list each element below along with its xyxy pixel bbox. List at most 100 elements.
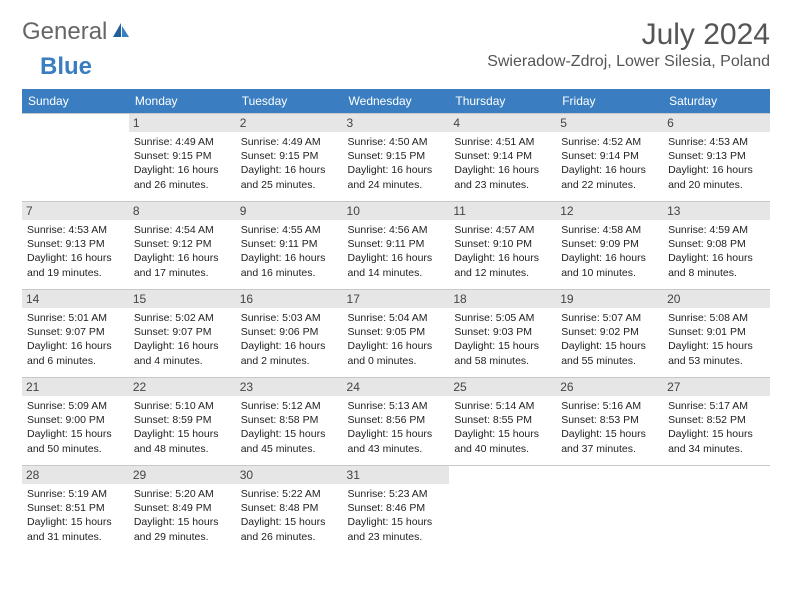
detail-line: and 23 minutes. xyxy=(348,530,445,544)
detail-line: and 16 minutes. xyxy=(241,266,338,280)
calendar-cell: 16Sunrise: 5:03 AMSunset: 9:06 PMDayligh… xyxy=(236,290,343,378)
detail-line: Sunrise: 4:59 AM xyxy=(668,223,765,237)
detail-line: and 37 minutes. xyxy=(561,442,658,456)
day-details: Sunrise: 5:12 AMSunset: 8:58 PMDaylight:… xyxy=(241,399,338,456)
day-number: 5 xyxy=(556,114,663,132)
detail-line: Sunrise: 5:05 AM xyxy=(454,311,551,325)
day-number: 2 xyxy=(236,114,343,132)
calendar-row: 7Sunrise: 4:53 AMSunset: 9:13 PMDaylight… xyxy=(22,202,770,290)
day-details: Sunrise: 4:57 AMSunset: 9:10 PMDaylight:… xyxy=(454,223,551,280)
day-number: 4 xyxy=(449,114,556,132)
day-details: Sunrise: 5:23 AMSunset: 8:46 PMDaylight:… xyxy=(348,487,445,544)
calendar-cell: 22Sunrise: 5:10 AMSunset: 8:59 PMDayligh… xyxy=(129,378,236,466)
calendar-cell: 29Sunrise: 5:20 AMSunset: 8:49 PMDayligh… xyxy=(129,466,236,554)
day-number: 22 xyxy=(129,378,236,396)
calendar-row: 21Sunrise: 5:09 AMSunset: 9:00 PMDayligh… xyxy=(22,378,770,466)
calendar-cell: 6 Sunrise: 4:53 AMSunset: 9:13 PMDaylight… xyxy=(663,114,770,202)
detail-line: Daylight: 16 hours xyxy=(348,163,445,177)
detail-line: Daylight: 15 hours xyxy=(348,515,445,529)
day-details: Sunrise: 5:19 AMSunset: 8:51 PMDaylight:… xyxy=(27,487,124,544)
detail-line: Sunset: 9:08 PM xyxy=(668,237,765,251)
detail-line: Sunrise: 4:56 AM xyxy=(348,223,445,237)
detail-line: and 19 minutes. xyxy=(27,266,124,280)
sail-icon xyxy=(111,21,131,39)
day-details: Sunrise: 4:54 AMSunset: 9:12 PMDaylight:… xyxy=(134,223,231,280)
brand-logo: General xyxy=(22,18,133,46)
detail-line: Daylight: 15 hours xyxy=(454,427,551,441)
calendar-cell: 4Sunrise: 4:51 AMSunset: 9:14 PMDaylight… xyxy=(449,114,556,202)
detail-line: Daylight: 15 hours xyxy=(134,515,231,529)
detail-line: Sunset: 8:52 PM xyxy=(668,413,765,427)
calendar-cell: 1Sunrise: 4:49 AMSunset: 9:15 PMDaylight… xyxy=(129,114,236,202)
location-text: Swieradow-Zdroj, Lower Silesia, Poland xyxy=(487,53,770,71)
detail-line: Sunset: 9:11 PM xyxy=(241,237,338,251)
day-details: Sunrise: 5:08 AMSunset: 9:01 PMDaylight:… xyxy=(668,311,765,368)
calendar-row: 14Sunrise: 5:01 AMSunset: 9:07 PMDayligh… xyxy=(22,290,770,378)
calendar-cell: 7Sunrise: 4:53 AMSunset: 9:13 PMDaylight… xyxy=(22,202,129,290)
detail-line: Sunset: 9:15 PM xyxy=(348,149,445,163)
detail-line: and 48 minutes. xyxy=(134,442,231,456)
calendar-cell xyxy=(556,466,663,554)
detail-line: Sunrise: 5:03 AM xyxy=(241,311,338,325)
detail-line: Sunrise: 5:20 AM xyxy=(134,487,231,501)
detail-line: Sunset: 9:02 PM xyxy=(561,325,658,339)
calendar-cell: 17Sunrise: 5:04 AMSunset: 9:05 PMDayligh… xyxy=(343,290,450,378)
detail-line: Daylight: 15 hours xyxy=(561,339,658,353)
day-header: Thursday xyxy=(449,89,556,114)
day-number: 31 xyxy=(343,466,450,484)
day-details: Sunrise: 4:59 AMSunset: 9:08 PMDaylight:… xyxy=(668,223,765,280)
detail-line: Sunset: 9:06 PM xyxy=(241,325,338,339)
day-number: 27 xyxy=(663,378,770,396)
detail-line: and 23 minutes. xyxy=(454,178,551,192)
day-details: Sunrise: 5:20 AMSunset: 8:49 PMDaylight:… xyxy=(134,487,231,544)
calendar-cell: 24Sunrise: 5:13 AMSunset: 8:56 PMDayligh… xyxy=(343,378,450,466)
day-details: Sunrise: 5:16 AMSunset: 8:53 PMDaylight:… xyxy=(561,399,658,456)
detail-line: Daylight: 15 hours xyxy=(27,515,124,529)
day-details: Sunrise: 5:03 AMSunset: 9:06 PMDaylight:… xyxy=(241,311,338,368)
detail-line: Sunrise: 5:14 AM xyxy=(454,399,551,413)
detail-line: Sunset: 9:13 PM xyxy=(668,149,765,163)
detail-line: Daylight: 16 hours xyxy=(454,251,551,265)
detail-line: Sunset: 8:58 PM xyxy=(241,413,338,427)
detail-line: Sunset: 8:46 PM xyxy=(348,501,445,515)
detail-line: Sunset: 8:49 PM xyxy=(134,501,231,515)
detail-line: Daylight: 16 hours xyxy=(561,251,658,265)
day-number: 3 xyxy=(343,114,450,132)
calendar-cell xyxy=(663,466,770,554)
day-number: 20 xyxy=(663,290,770,308)
calendar-cell: 27 Sunrise: 5:17 AMSunset: 8:52 PMDayligh… xyxy=(663,378,770,466)
day-number: 6 xyxy=(663,114,770,132)
detail-line: Daylight: 15 hours xyxy=(454,339,551,353)
detail-line: Sunrise: 5:10 AM xyxy=(134,399,231,413)
detail-line: Sunrise: 5:22 AM xyxy=(241,487,338,501)
day-number: 7 xyxy=(22,202,129,220)
detail-line: and 25 minutes. xyxy=(241,178,338,192)
detail-line: Sunrise: 5:23 AM xyxy=(348,487,445,501)
detail-line: and 20 minutes. xyxy=(668,178,765,192)
day-header: Sunday xyxy=(22,89,129,114)
calendar-cell: 19Sunrise: 5:07 AMSunset: 9:02 PMDayligh… xyxy=(556,290,663,378)
calendar-cell: 30Sunrise: 5:22 AMSunset: 8:48 PMDayligh… xyxy=(236,466,343,554)
detail-line: Sunrise: 4:54 AM xyxy=(134,223,231,237)
day-details: Sunrise: 4:53 AMSunset: 9:13 PMDaylight:… xyxy=(668,135,765,192)
calendar-cell xyxy=(22,114,129,202)
detail-line: and 55 minutes. xyxy=(561,354,658,368)
detail-line: Sunrise: 4:50 AM xyxy=(348,135,445,149)
brand-part1: General xyxy=(22,18,107,46)
day-number: 21 xyxy=(22,378,129,396)
calendar-cell: 18Sunrise: 5:05 AMSunset: 9:03 PMDayligh… xyxy=(449,290,556,378)
detail-line: Sunset: 9:11 PM xyxy=(348,237,445,251)
detail-line: Sunrise: 4:52 AM xyxy=(561,135,658,149)
day-number: 25 xyxy=(449,378,556,396)
detail-line: Sunset: 9:07 PM xyxy=(27,325,124,339)
detail-line: Sunrise: 4:55 AM xyxy=(241,223,338,237)
detail-line: Daylight: 15 hours xyxy=(668,427,765,441)
detail-line: and 31 minutes. xyxy=(27,530,124,544)
day-number: 11 xyxy=(449,202,556,220)
detail-line: Daylight: 15 hours xyxy=(241,427,338,441)
day-number: 14 xyxy=(22,290,129,308)
day-details: Sunrise: 5:17 AMSunset: 8:52 PMDaylight:… xyxy=(668,399,765,456)
day-header: Friday xyxy=(556,89,663,114)
day-number: 23 xyxy=(236,378,343,396)
day-header: Wednesday xyxy=(343,89,450,114)
